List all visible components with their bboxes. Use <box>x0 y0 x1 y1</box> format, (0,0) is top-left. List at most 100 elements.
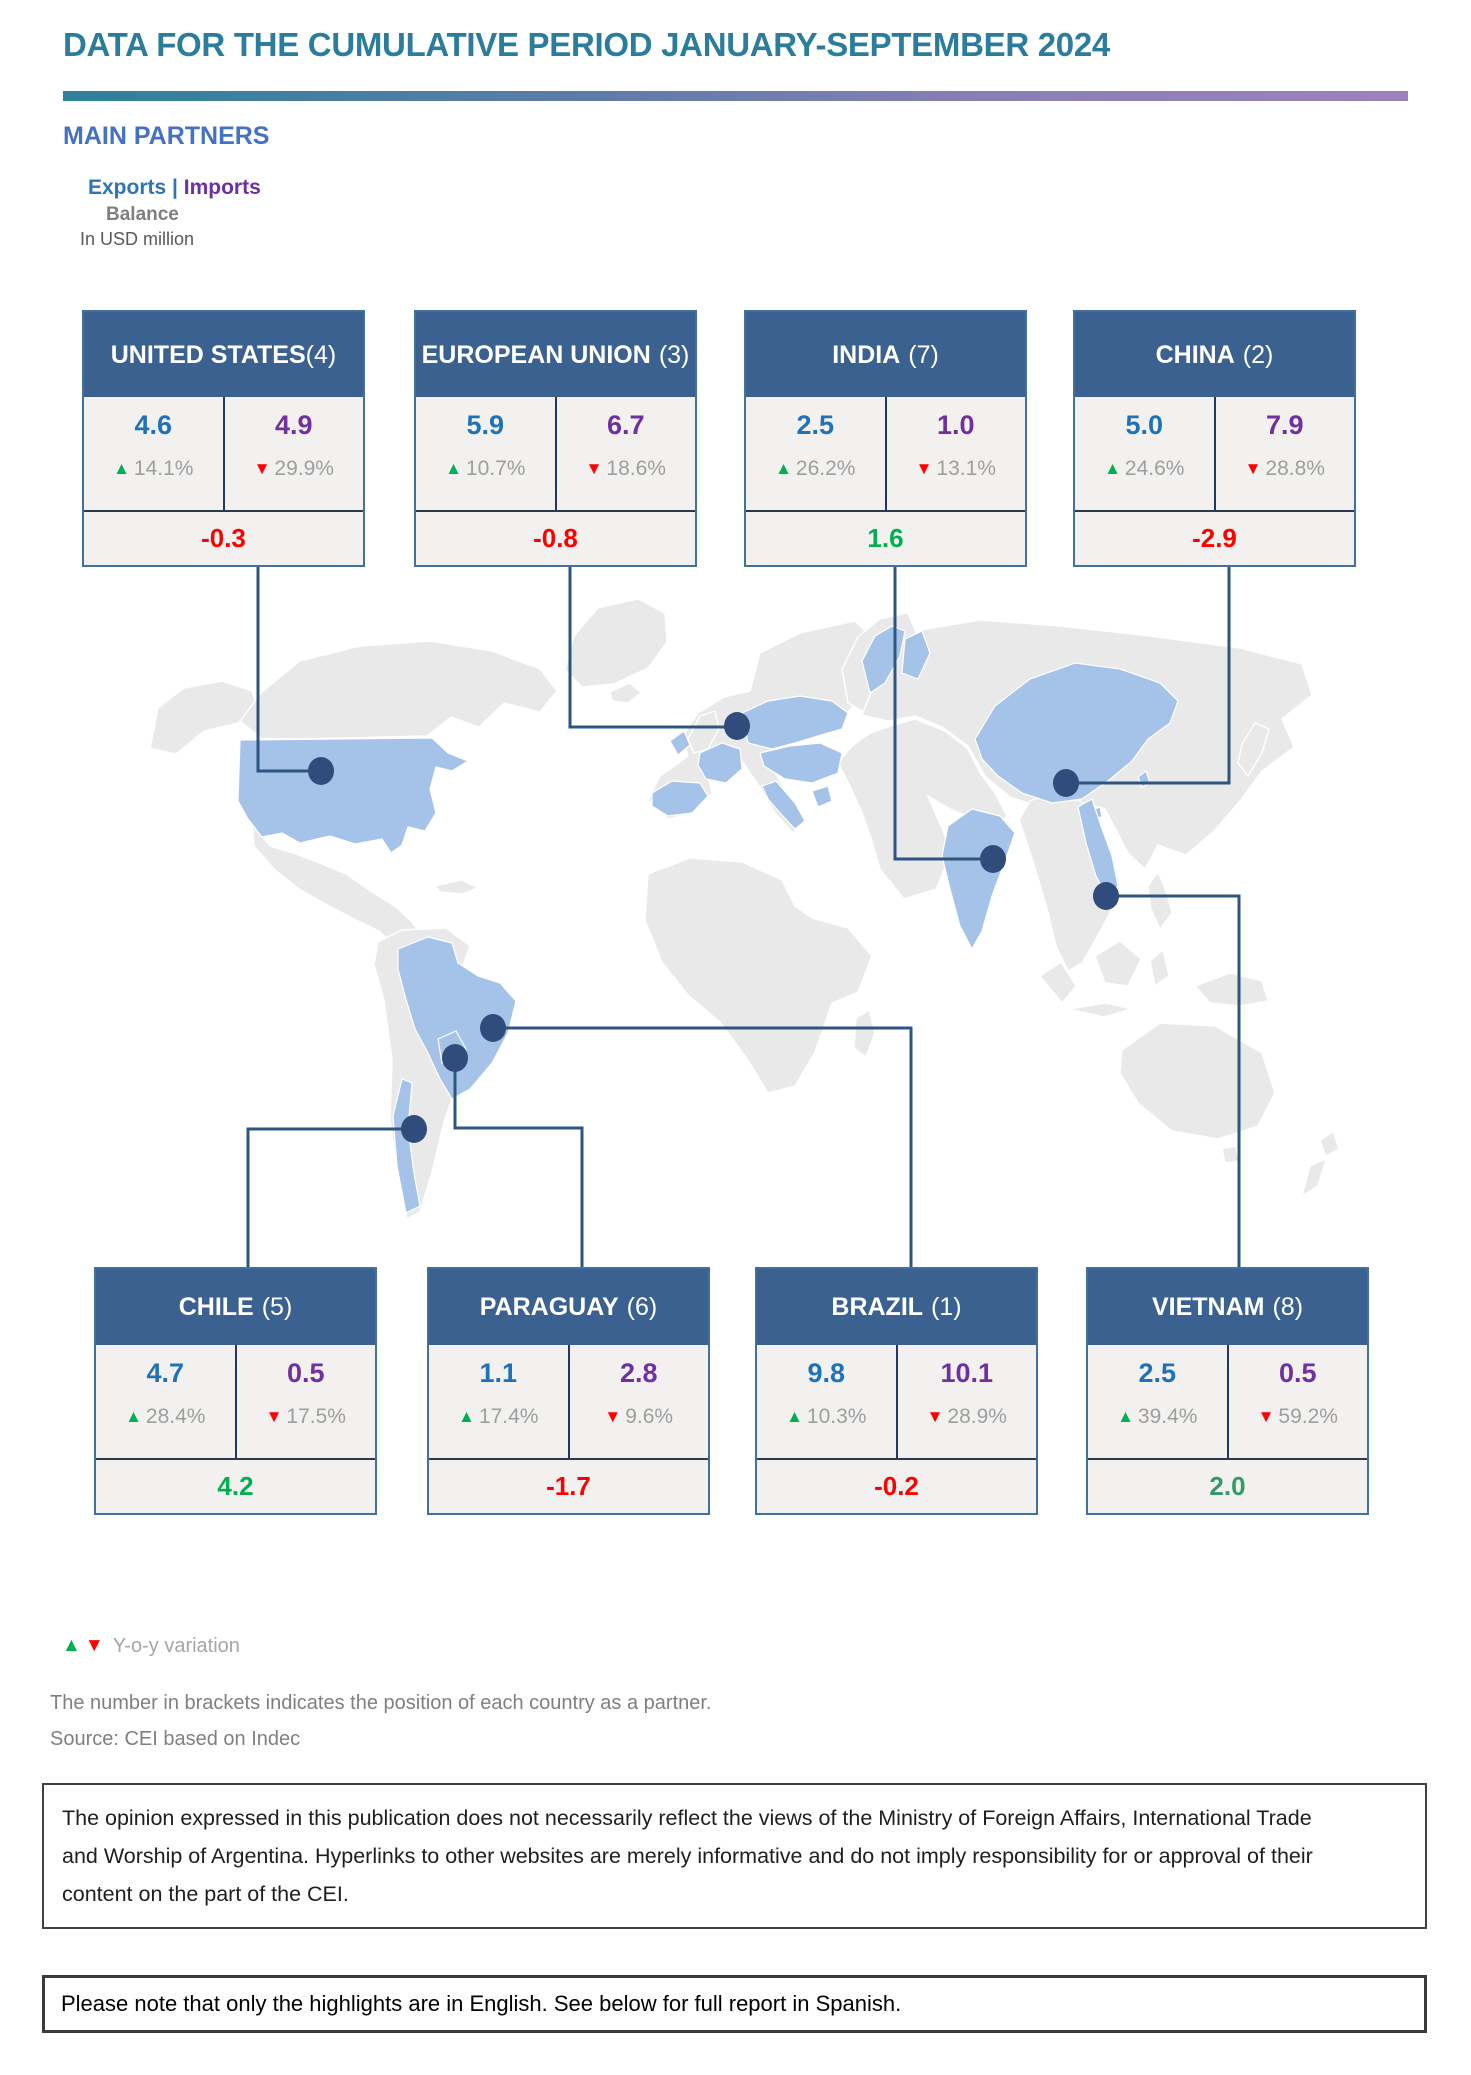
exports-change: 39.4% <box>1137 1405 1198 1428</box>
country-name: INDIA <box>832 340 901 369</box>
legend: Exports | Imports Balance In USD million <box>80 176 261 250</box>
map-eu-greece-highlight <box>811 785 833 808</box>
card-header: INDIA (7) <box>746 312 1025 397</box>
exports-value: 9.8 <box>807 1358 846 1388</box>
down-triangle-icon: ▼ <box>84 1635 104 1656</box>
map-eu-eastern-highlight <box>759 742 843 784</box>
country-name: BRAZIL <box>831 1293 924 1321</box>
connector-china <box>1078 563 1231 785</box>
exports-value: 2.5 <box>796 410 835 440</box>
exports-change: 24.6% <box>1124 457 1185 480</box>
map-eu-france-highlight <box>697 742 743 784</box>
partner-card-paraguay: PARAGUAY (6) 1.1 ▲ 17.4% 2.8 ▼ 9.6% -1.7 <box>427 1267 710 1515</box>
country-rank: (1) <box>931 1293 962 1321</box>
legend-exports-label: Exports <box>88 176 167 199</box>
up-triangle-icon: ▲ <box>125 1407 142 1426</box>
balance-value: -0.8 <box>533 523 578 553</box>
map-iceland <box>609 682 643 704</box>
map-japan <box>1237 722 1270 778</box>
up-triangle-icon: ▲ <box>445 459 462 478</box>
exports-change: 26.2% <box>795 457 856 480</box>
imports-change: 59.2% <box>1278 1405 1338 1428</box>
map-marker-chile <box>401 1115 427 1143</box>
map-madagascar <box>853 1008 876 1059</box>
partner-card-india: INDIA (7) 2.5 ▲ 26.2% 1.0 ▼ 13.1% 1.6 <box>744 310 1027 567</box>
connector-india <box>893 563 982 861</box>
imports-value: 0.5 <box>286 1358 325 1388</box>
up-triangle-icon: ▲ <box>786 1407 803 1426</box>
map-eu-ireland-highlight <box>669 730 691 756</box>
imports-value: 2.8 <box>619 1358 658 1388</box>
partner-card-brazil: BRAZIL (1) 9.8 ▲ 10.3% 10.1 ▼ 28.9% -0.2 <box>755 1267 1038 1515</box>
map-usa-highlight <box>237 737 470 854</box>
partner-card-vietnam: VIETNAM (8) 2.5 ▲ 39.4% 0.5 ▼ 59.2% 2.0 <box>1086 1267 1369 1515</box>
map-united-kingdom <box>687 710 720 754</box>
source-footnote: Source: CEI based on Indec <box>50 1728 301 1750</box>
exports-change: 17.4% <box>478 1405 539 1428</box>
up-triangle-icon: ▲ <box>775 459 792 478</box>
partner-card-european-union: EUROPEAN UNION (3) 5.9 ▲ 10.7% 6.7 ▼ 18.6% … <box>414 310 697 567</box>
legend-imports-label: Imports <box>183 176 261 199</box>
gradient-rule <box>63 91 1408 101</box>
down-triangle-icon: ▼ <box>604 1407 622 1426</box>
country-rank: (2) <box>1242 340 1274 369</box>
connector-usa <box>256 563 310 773</box>
map-borneo <box>1094 940 1142 987</box>
country-rank: (8) <box>1272 1293 1304 1321</box>
country-rank: (3) <box>658 340 690 369</box>
map-middle-east <box>837 718 1008 900</box>
imports-value: 10.1 <box>940 1358 994 1388</box>
card-header: PARAGUAY (6) <box>429 1269 708 1345</box>
down-triangle-icon: ▼ <box>253 459 271 478</box>
country-name: EUROPEAN UNION <box>421 340 651 369</box>
exports-value: 1.1 <box>479 1358 518 1388</box>
exports-value: 5.9 <box>466 410 505 440</box>
map-eu-iberia-highlight <box>651 780 709 817</box>
exports-value: 4.7 <box>146 1358 185 1388</box>
exports-change: 14.1% <box>133 457 194 480</box>
map-alaska <box>149 680 259 755</box>
map-canada <box>239 640 558 740</box>
up-triangle-icon: ▲ <box>62 1635 81 1656</box>
exports-value: 5.0 <box>1125 410 1164 440</box>
country-name: VIETNAM <box>1151 1293 1265 1321</box>
imports-change: 9.6% <box>625 1405 674 1428</box>
exports-change: 10.7% <box>465 457 526 480</box>
down-triangle-icon: ▼ <box>915 459 933 478</box>
imports-change: 18.6% <box>606 457 666 480</box>
language-note-box: Please note that only the highlights are… <box>42 1975 1427 2033</box>
partner-card-united-states: UNITED STATES(4) 4.6 ▲ 14.1% 4.9 ▼ 29.9% -… <box>82 310 365 567</box>
exports-change: 10.3% <box>806 1405 867 1428</box>
map-marker-brazil <box>480 1014 506 1042</box>
exports-value: 4.6 <box>134 410 173 440</box>
partner-card-china: CHINA (2) 5.0 ▲ 24.6% 7.9 ▼ 28.8% -2.9 <box>1073 310 1356 567</box>
map-marker-china <box>1053 769 1079 797</box>
map-sumatra <box>1038 961 1077 1005</box>
map-caribbean <box>433 879 480 895</box>
imports-value: 6.7 <box>606 410 645 440</box>
map-greenland <box>564 598 668 688</box>
card-header: CHINA (2) <box>1075 312 1354 397</box>
map-china-highlight <box>974 662 1179 804</box>
down-triangle-icon: ▼ <box>926 1407 944 1426</box>
imports-change: 28.9% <box>947 1405 1007 1428</box>
map-marker-eu <box>724 712 750 740</box>
balance-value: 2.0 <box>1209 1471 1246 1501</box>
legend-balance-label: Balance <box>106 204 179 225</box>
connector-chile <box>246 1127 408 1268</box>
imports-change: 17.5% <box>286 1405 346 1428</box>
imports-change: 29.9% <box>274 457 334 480</box>
map-new-zealand <box>1300 1129 1340 1198</box>
partner-card-chile: CHILE (5) 4.7 ▲ 28.4% 0.5 ▼ 17.5% 4.2 <box>94 1267 377 1515</box>
map-india-highlight <box>941 808 1016 951</box>
exports-change: 28.4% <box>145 1405 206 1428</box>
map-marker-india <box>980 845 1006 873</box>
yoy-legend: ▲ ▼ Y-o-y variation <box>62 1635 240 1658</box>
connector-brazil <box>500 1026 913 1268</box>
up-triangle-icon: ▲ <box>1117 1407 1134 1426</box>
country-rank: (6) <box>626 1293 658 1321</box>
connector-vietnam <box>1114 894 1241 1268</box>
connector-eu <box>568 563 726 729</box>
card-header: VIETNAM (8) <box>1088 1269 1367 1345</box>
